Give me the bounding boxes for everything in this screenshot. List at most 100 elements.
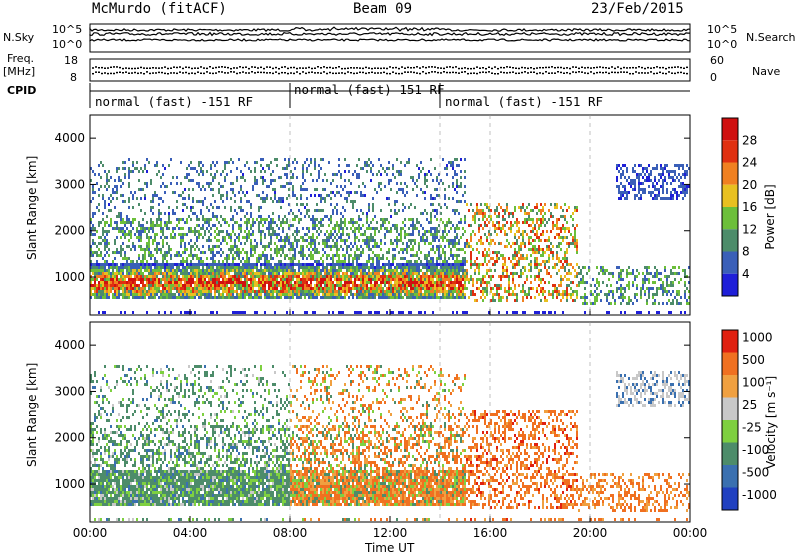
heat-cell xyxy=(274,281,276,284)
heat-cell xyxy=(182,290,184,293)
heat-cell xyxy=(150,275,152,278)
freq-mark xyxy=(635,67,637,69)
heat-cell xyxy=(250,284,252,287)
heat-cell xyxy=(210,275,212,278)
heat-cell xyxy=(428,287,430,290)
freq-mark xyxy=(152,72,154,74)
heat-cell xyxy=(116,188,118,191)
heat-cell xyxy=(480,203,482,206)
heat-cell xyxy=(202,170,204,173)
heat-cell xyxy=(418,173,420,176)
heat-cell xyxy=(114,191,116,194)
heat-cell xyxy=(280,290,282,293)
heat-cell xyxy=(330,266,332,269)
heat-cell xyxy=(108,287,110,290)
heat-cell xyxy=(382,221,384,224)
heat-cell xyxy=(434,269,436,272)
freq-mark xyxy=(659,67,661,69)
heat-cell xyxy=(196,182,198,185)
heat-cell xyxy=(342,260,344,263)
heat-cell xyxy=(138,245,140,248)
heat-cell xyxy=(282,167,284,170)
heat-cell xyxy=(198,248,200,251)
heat-cell xyxy=(96,245,98,248)
heat-cell xyxy=(510,212,512,215)
heat-cell xyxy=(236,266,238,269)
heat-cell xyxy=(242,191,244,194)
heat-cell xyxy=(102,257,104,260)
heat-cell xyxy=(100,254,102,257)
heat-cell xyxy=(92,242,94,245)
heat-cell xyxy=(316,266,318,269)
heat-cell xyxy=(104,242,106,245)
heat-cell xyxy=(266,197,268,200)
heat-cell xyxy=(450,248,452,251)
heat-cell xyxy=(452,257,454,260)
heat-cell xyxy=(352,263,354,266)
heat-cell xyxy=(134,263,136,266)
heat-cell xyxy=(186,311,188,314)
heat-cell xyxy=(212,278,214,281)
heat-cell xyxy=(326,263,328,266)
heat-cell xyxy=(320,296,322,299)
heat-cell xyxy=(98,287,100,290)
heat-cell xyxy=(216,206,218,209)
heat-cell xyxy=(276,263,278,266)
heat-cell xyxy=(192,197,194,200)
heat-cell xyxy=(218,281,220,284)
heat-cell xyxy=(322,224,324,227)
heat-cell xyxy=(180,263,182,266)
heat-cell xyxy=(496,293,498,296)
heat-cell xyxy=(96,266,98,269)
heat-cell xyxy=(244,269,246,272)
heat-cell xyxy=(422,278,424,281)
heat-cell xyxy=(258,224,260,227)
heat-cell xyxy=(136,230,138,233)
heat-cell xyxy=(420,239,422,242)
heat-cell xyxy=(340,311,342,314)
heat-cell xyxy=(114,239,116,242)
heat-cell xyxy=(378,245,380,248)
heat-cell xyxy=(342,266,344,269)
heat-cell xyxy=(182,203,184,206)
heat-cell xyxy=(376,290,378,293)
heat-cell xyxy=(254,281,256,284)
freq-mark xyxy=(299,73,301,75)
heat-cell xyxy=(132,284,134,287)
heat-cell xyxy=(352,221,354,224)
heat-cell xyxy=(142,230,144,233)
heat-cell xyxy=(482,212,484,215)
heat-cell xyxy=(408,284,410,287)
heat-cell xyxy=(250,287,252,290)
heat-cell xyxy=(170,254,172,257)
heat-cell xyxy=(116,191,118,194)
heat-cell xyxy=(334,194,336,197)
heat-cell xyxy=(334,224,336,227)
heat-cell xyxy=(228,254,230,257)
heat-cell xyxy=(128,176,130,179)
heat-cell xyxy=(246,236,248,239)
heat-cell xyxy=(342,287,344,290)
heat-cell xyxy=(368,158,370,161)
freq-mark xyxy=(587,73,589,75)
heat-cell xyxy=(424,311,426,314)
heat-cell xyxy=(292,245,294,248)
heat-cell xyxy=(426,278,428,281)
heat-cell xyxy=(316,230,318,233)
heat-cell xyxy=(400,248,402,251)
heat-cell xyxy=(362,233,364,236)
heat-cell xyxy=(232,248,234,251)
heat-cell xyxy=(226,161,228,164)
heat-cell xyxy=(384,233,386,236)
heat-cell xyxy=(448,278,450,281)
heat-cell xyxy=(312,218,314,221)
heat-cell xyxy=(502,275,504,278)
heat-cell xyxy=(272,200,274,203)
heat-cell xyxy=(236,281,238,284)
heat-cell xyxy=(378,287,380,290)
heat-cell xyxy=(258,272,260,275)
heat-cell xyxy=(450,161,452,164)
heat-cell xyxy=(330,287,332,290)
heat-cell xyxy=(256,269,258,272)
freq-mark xyxy=(650,71,652,73)
